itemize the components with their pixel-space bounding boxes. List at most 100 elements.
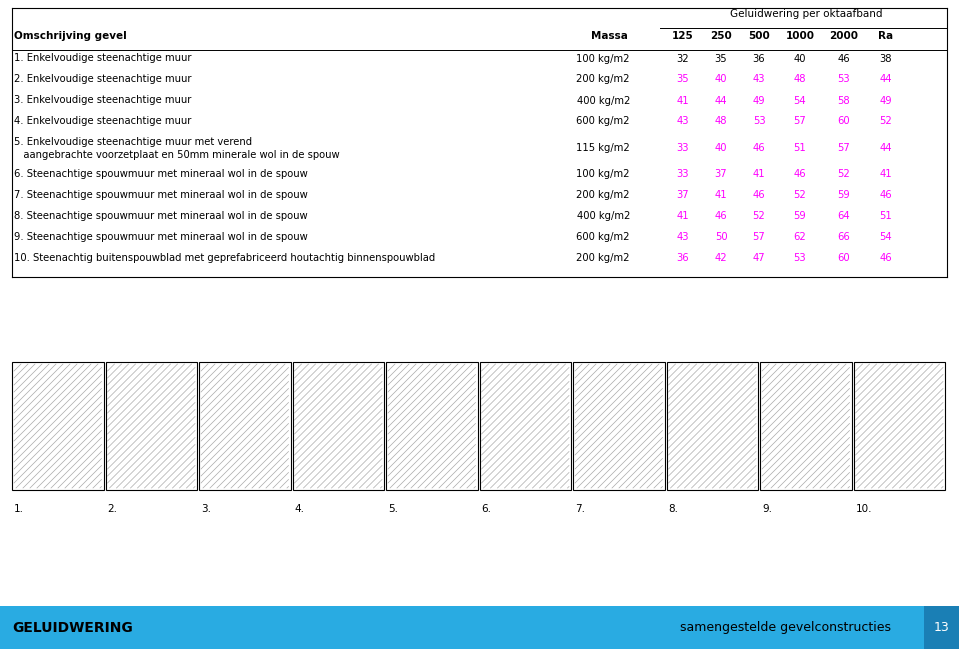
Text: 2000: 2000 bbox=[830, 31, 858, 41]
Text: 46: 46 bbox=[794, 169, 807, 180]
Text: 59: 59 bbox=[837, 191, 851, 201]
Text: 600 kg/m2: 600 kg/m2 bbox=[576, 117, 630, 127]
Text: 2.: 2. bbox=[107, 504, 118, 514]
Text: 52: 52 bbox=[753, 212, 765, 221]
Text: 100 kg/m2: 100 kg/m2 bbox=[576, 169, 630, 180]
Text: 10.: 10. bbox=[855, 504, 872, 514]
Text: 40: 40 bbox=[714, 143, 727, 153]
Text: 3.: 3. bbox=[201, 504, 211, 514]
Text: 44: 44 bbox=[879, 143, 892, 153]
Text: 8.: 8. bbox=[668, 504, 679, 514]
Text: 49: 49 bbox=[753, 95, 765, 106]
Text: 44: 44 bbox=[714, 95, 727, 106]
Text: Omschrijving gevel: Omschrijving gevel bbox=[14, 31, 127, 41]
Text: aangebrachte voorzetplaat en 50mm minerale wol in de spouw: aangebrachte voorzetplaat en 50mm minera… bbox=[14, 150, 339, 160]
Text: 38: 38 bbox=[879, 53, 892, 64]
Text: 200 kg/m2: 200 kg/m2 bbox=[576, 254, 630, 263]
Text: 54: 54 bbox=[794, 95, 807, 106]
Text: 50: 50 bbox=[714, 232, 727, 243]
Text: 57: 57 bbox=[837, 143, 851, 153]
Text: 35: 35 bbox=[714, 53, 727, 64]
Text: 9. Steenachtige spouwmuur met mineraal wol in de spouw: 9. Steenachtige spouwmuur met mineraal w… bbox=[14, 232, 308, 242]
Text: 200 kg/m2: 200 kg/m2 bbox=[576, 191, 630, 201]
Text: 64: 64 bbox=[838, 212, 851, 221]
Text: 115 kg/m2: 115 kg/m2 bbox=[576, 143, 630, 153]
Text: 52: 52 bbox=[837, 169, 851, 180]
Text: 41: 41 bbox=[677, 95, 690, 106]
Text: 47: 47 bbox=[753, 254, 765, 263]
Text: 41: 41 bbox=[677, 212, 690, 221]
Text: 59: 59 bbox=[794, 212, 807, 221]
Text: 2. Enkelvoudige steenachtige muur: 2. Enkelvoudige steenachtige muur bbox=[14, 74, 192, 84]
Text: Massa: Massa bbox=[591, 31, 628, 41]
Bar bbox=[292, 362, 384, 490]
Text: 46: 46 bbox=[879, 254, 892, 263]
Text: 51: 51 bbox=[794, 143, 807, 153]
Text: 46: 46 bbox=[879, 191, 892, 201]
Text: 46: 46 bbox=[838, 53, 851, 64]
Text: 57: 57 bbox=[794, 117, 807, 127]
Text: 66: 66 bbox=[837, 232, 851, 243]
Text: 36: 36 bbox=[677, 254, 690, 263]
Text: 48: 48 bbox=[714, 117, 727, 127]
Text: 48: 48 bbox=[794, 75, 807, 84]
Text: samengestelde gevelconstructies: samengestelde gevelconstructies bbox=[680, 621, 891, 634]
Text: 8. Steenachtige spouwmuur met mineraal wol in de spouw: 8. Steenachtige spouwmuur met mineraal w… bbox=[14, 211, 308, 221]
Text: 53: 53 bbox=[794, 254, 807, 263]
Text: 46: 46 bbox=[753, 143, 765, 153]
Bar bbox=[573, 362, 665, 490]
Text: 41: 41 bbox=[714, 191, 727, 201]
Text: 37: 37 bbox=[677, 191, 690, 201]
Text: 125: 125 bbox=[672, 31, 694, 41]
Text: 200 kg/m2: 200 kg/m2 bbox=[576, 75, 630, 84]
Text: 600 kg/m2: 600 kg/m2 bbox=[576, 232, 630, 243]
Bar bbox=[105, 362, 197, 490]
Text: 7.: 7. bbox=[575, 504, 585, 514]
Text: 33: 33 bbox=[677, 169, 690, 180]
Text: 43: 43 bbox=[677, 117, 690, 127]
Bar bbox=[386, 362, 478, 490]
Text: 35: 35 bbox=[677, 75, 690, 84]
Bar bbox=[480, 362, 571, 490]
Text: 62: 62 bbox=[794, 232, 807, 243]
Bar bbox=[667, 362, 758, 490]
Text: 13: 13 bbox=[934, 621, 949, 634]
Text: 400 kg/m2: 400 kg/m2 bbox=[576, 95, 630, 106]
Text: 400 kg/m2: 400 kg/m2 bbox=[576, 212, 630, 221]
Text: 6.: 6. bbox=[481, 504, 492, 514]
Text: 52: 52 bbox=[879, 117, 893, 127]
Text: 52: 52 bbox=[794, 191, 807, 201]
Bar bbox=[924, 606, 959, 649]
Text: 36: 36 bbox=[753, 53, 765, 64]
Text: 46: 46 bbox=[714, 212, 727, 221]
Text: 51: 51 bbox=[879, 212, 893, 221]
Text: 7. Steenachtige spouwmuur met mineraal wol in de spouw: 7. Steenachtige spouwmuur met mineraal w… bbox=[14, 190, 308, 200]
Text: 37: 37 bbox=[714, 169, 727, 180]
Text: Geluidwering per oktaafband: Geluidwering per oktaafband bbox=[730, 9, 882, 19]
Text: 60: 60 bbox=[838, 254, 851, 263]
Text: 3. Enkelvoudige steenachtige muur: 3. Enkelvoudige steenachtige muur bbox=[14, 95, 192, 105]
Text: 54: 54 bbox=[879, 232, 892, 243]
Text: 43: 43 bbox=[753, 75, 765, 84]
Text: 40: 40 bbox=[714, 75, 727, 84]
Text: 500: 500 bbox=[748, 31, 770, 41]
Text: 33: 33 bbox=[677, 143, 690, 153]
Text: 4. Enkelvoudige steenachtige muur: 4. Enkelvoudige steenachtige muur bbox=[14, 116, 192, 126]
Bar bbox=[12, 362, 104, 490]
Text: 41: 41 bbox=[879, 169, 892, 180]
Text: 4.: 4. bbox=[294, 504, 305, 514]
Text: Ra: Ra bbox=[878, 31, 894, 41]
Text: 250: 250 bbox=[710, 31, 732, 41]
Text: 5. Enkelvoudige steenachtige muur met verend: 5. Enkelvoudige steenachtige muur met ve… bbox=[14, 137, 252, 147]
Text: 10. Steenachtig buitenspouwblad met geprefabriceerd houtachtig binnenspouwblad: 10. Steenachtig buitenspouwblad met gepr… bbox=[14, 253, 435, 263]
Text: GELUIDWERING: GELUIDWERING bbox=[12, 620, 132, 635]
Text: 53: 53 bbox=[753, 117, 765, 127]
Text: 32: 32 bbox=[677, 53, 690, 64]
Text: 53: 53 bbox=[838, 75, 851, 84]
Text: 1.: 1. bbox=[14, 504, 24, 514]
Bar bbox=[760, 362, 852, 490]
Text: 49: 49 bbox=[879, 95, 892, 106]
Text: 1000: 1000 bbox=[785, 31, 814, 41]
Text: 40: 40 bbox=[794, 53, 807, 64]
Text: 6. Steenachtige spouwmuur met mineraal wol in de spouw: 6. Steenachtige spouwmuur met mineraal w… bbox=[14, 169, 308, 179]
